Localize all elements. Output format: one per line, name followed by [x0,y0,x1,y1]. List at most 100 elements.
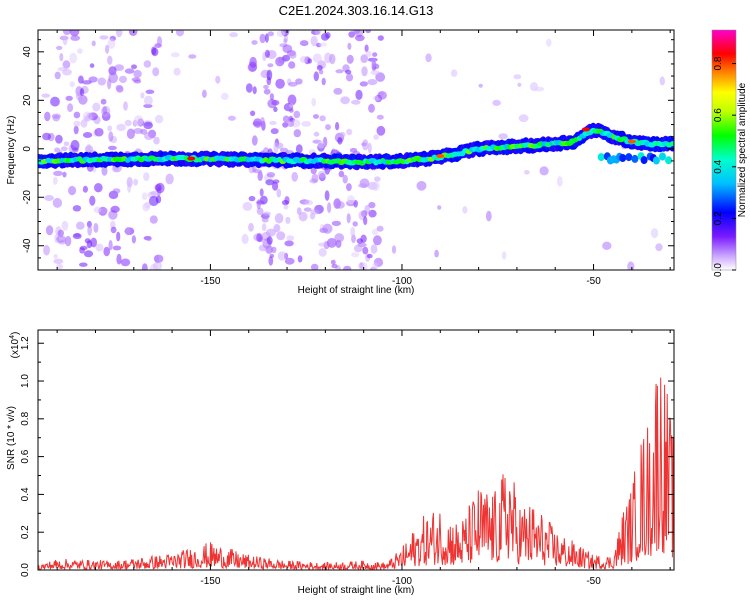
spectrogram-ridge-core [669,141,674,147]
spectrogram-noise-blob [272,181,279,191]
spectrogram-noise-blob [56,45,63,50]
spectrogram-noise-blob [144,95,153,106]
spectrogram-noise-blob [416,181,427,191]
spectrogram-noise-blob [293,110,301,119]
spectrogram-noise-blob [364,204,370,214]
spectrogram-noise-blob [297,255,303,263]
spectrogram-noise-blob [133,79,142,84]
spectrogram-noise-blob [289,103,294,108]
colorbar-tick-label: 0.2 [713,211,724,225]
spectrogram-noise-blob [153,136,160,145]
spectrogram-noise-blob [131,64,137,70]
spectrogram-noise-blob [346,128,353,136]
spectrogram-noise-blob [284,240,294,247]
spectrogram-noise-blob [295,144,303,154]
spectrogram-noise-blob [368,103,375,113]
spectrogram-noise-blob [42,132,52,141]
spectrogram-noise-blob [371,228,378,236]
snr-y-scale: (x104) [9,332,21,359]
spectrogram-noise-blob [517,82,522,87]
spectrogram-noise-blob [289,50,297,59]
spectrogram-noise-blob [313,114,319,119]
spectrogram-noise-blob [112,188,121,194]
spectrogram-noise-blob [339,131,346,138]
spectrogram-noise-blob [276,30,286,37]
spectrogram-noise-blob [101,166,108,176]
spectrogram-hotspot [187,156,196,161]
spectrogram-x-tick-label: -150 [200,276,220,287]
spectrogram-noise-blob [145,89,155,95]
snr-y-scale-prefix: (x10 [10,338,21,358]
spectrogram-noise-blob [285,216,291,224]
spectrogram-noise-blob [141,263,148,270]
spectrogram-noise-blob [346,195,355,205]
spectrogram-noise-blob [498,133,508,140]
spectrogram-noise-blob [539,166,549,176]
spectrogram-noise-blob [348,31,356,38]
spectrogram-noise-blob [120,258,131,267]
spectrogram-noise-blob [107,38,116,49]
spectrogram-noise-blob [43,245,50,256]
spectrogram-noise-blob [368,201,376,209]
spectrogram-noise-blob [518,114,529,123]
spectrogram-noise-blob [627,261,635,270]
spectrogram-noise-blob [52,197,63,208]
spectrogram-noise-blob [316,65,323,71]
colorbar-tick-label: 0.4 [713,159,724,173]
spectrogram-noise-blob [325,124,331,131]
spectrogram-noise-blob [346,183,352,192]
spectrogram-noise-blob [69,30,80,37]
spectrogram-noise-blob [361,66,368,77]
spectrogram-noise-blob [88,76,98,83]
spectrogram-noise-blob [116,30,123,38]
spectrogram-noise-blob [62,171,67,178]
spectrogram-noise-blob [260,117,265,127]
spectrogram-noise-blob [376,225,384,232]
spectrogram-noise-blob [142,202,151,212]
spectrogram-noise-blob [289,108,294,113]
spectrogram-branch-blob [640,156,648,165]
spectrogram-noise-blob [250,110,256,117]
spectrogram-noise-blob [283,204,289,210]
spectrogram-noise-blob [62,35,68,46]
spectrogram-noise-blob [256,200,265,205]
spectrogram-noise-blob [373,235,382,246]
spectrogram-noise-blob [115,84,123,91]
spectrogram-noise-blob [215,75,221,84]
spectrogram-noise-blob [146,235,152,242]
spectrogram-noise-blob [513,74,522,80]
spectrogram-noise-blob [318,248,327,257]
spectrogram-noise-blob [331,220,341,227]
spectrogram-noise-blob [124,68,135,74]
snr-y-scale-exponent: 4 [9,335,16,339]
spectrogram-noise-blob [269,120,277,125]
spectrogram-noise-blob [261,223,267,232]
spectrogram-noise-blob [267,63,274,68]
spectrogram-noise-blob [82,132,93,138]
snr-frame [37,329,675,571]
spectrogram-noise-blob [258,236,264,243]
spectrogram-y-ticks: -40 -20 0 20 40 [22,39,674,271]
spectrogram-noise-blob [63,141,70,147]
spectrogram-noise-blob [374,176,381,182]
spectrogram-noise-blob [485,210,492,222]
spectrogram-noise-blob [133,69,142,78]
spectrogram-noise-blob [377,91,387,100]
spectrogram-branch-blob [631,154,639,163]
spectrogram-y-tick-label: 20 [22,94,33,106]
spectrogram-noise-blob [262,211,271,216]
spectrogram-noise-blob [264,49,270,58]
spectrogram-noise-blob [340,96,350,105]
spectrogram-noise-blob [311,97,317,107]
spectrogram-noise-blob [501,251,507,260]
spectrogram-noise-blob [546,38,552,47]
spectrogram-noise-blob [365,50,372,58]
spectrogram-noise-blob [251,40,258,45]
spectrogram-noise-blob [155,195,162,204]
spectrogram-noise-blob [269,253,275,259]
spectrogram-noise-blob [93,222,99,233]
spectrogram-noise-blob [367,79,378,86]
spectrogram-noise-blob [54,71,61,80]
spectrogram-noise-blob [86,240,93,249]
spectrogram-noise-blob [92,102,101,112]
